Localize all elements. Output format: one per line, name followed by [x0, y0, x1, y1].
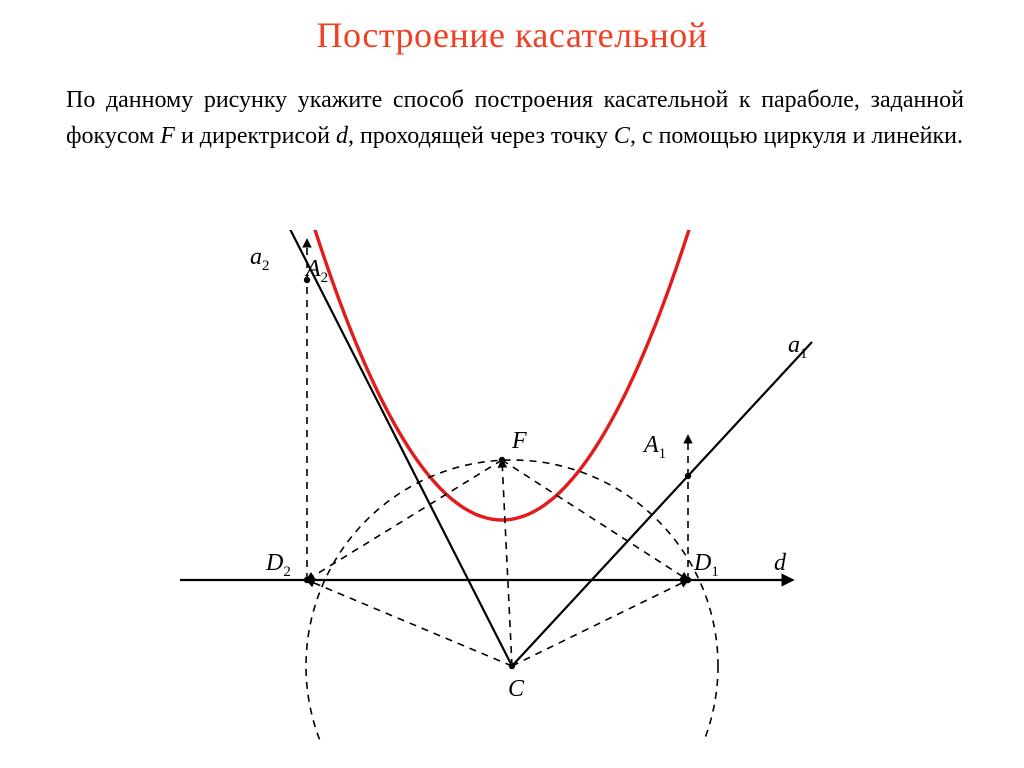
problem-statement: По данному рисунку укажите способ постро… — [66, 82, 964, 154]
point-D2 — [304, 577, 310, 583]
tangent-a2 — [260, 230, 512, 666]
segment-C-F — [502, 460, 512, 666]
label-C: C — [508, 676, 525, 702]
symbol-C: C — [614, 123, 630, 149]
label-D2: D2 — [265, 550, 291, 580]
label-F: F — [511, 428, 527, 454]
label-a2: a2 — [250, 244, 270, 274]
point-A1 — [685, 473, 691, 479]
problem-text-4: , с помощью циркуля и линейки. — [630, 123, 963, 149]
point-C — [509, 663, 515, 669]
symbol-F: F — [160, 123, 175, 149]
label-d: d — [774, 550, 787, 576]
problem-text-2: и директрисой — [175, 123, 336, 149]
parabola-curve — [276, 230, 736, 520]
point-D1 — [685, 577, 691, 583]
label-a1: a1 — [788, 332, 808, 362]
point-F — [499, 457, 505, 463]
tangent-a1 — [512, 342, 812, 666]
segment-C-D2 — [307, 580, 512, 666]
label-D1: D1 — [693, 550, 719, 580]
geometry-diagram: FdCa1a2A1A2D1D2 — [152, 230, 872, 740]
page-title: Построение касательной — [0, 14, 1024, 56]
label-A1: A1 — [642, 432, 666, 462]
segment-C-D1 — [512, 580, 688, 666]
symbol-d: d — [336, 123, 348, 149]
segment-F-D2 — [307, 460, 502, 580]
problem-text-3: , проходящей через точку — [348, 123, 614, 149]
